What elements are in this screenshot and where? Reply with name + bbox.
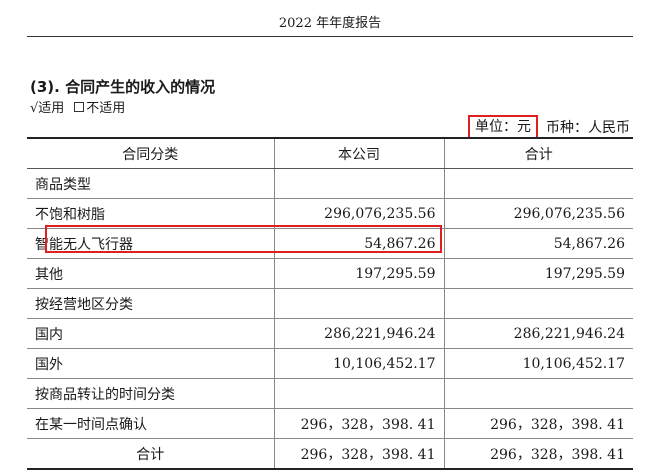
table-row: 按经营地区分类 <box>27 288 633 319</box>
column-header-total: 合计 <box>443 137 633 169</box>
row-label: 在某一时间点确认 <box>27 408 274 439</box>
row-label: 国外 <box>27 348 274 379</box>
company-value: 10,106,452.17 <box>273 348 444 379</box>
table-row: 国外 10,106,452.17 10,106,452.17 <box>27 348 633 379</box>
group-label: 按商品转让的时间分类 <box>27 378 274 409</box>
total-value <box>443 168 633 199</box>
row-label: 其他 <box>27 258 274 289</box>
row-label: 国内 <box>27 318 274 349</box>
not-applicable-label: 不适用 <box>86 101 126 116</box>
unit-row: 单位：元 币种：人民币 <box>468 115 630 139</box>
unit-label: 单位：元 <box>468 115 538 139</box>
table-row: 不饱和树脂 296,076,235.56 296,076,235.56 <box>27 198 633 229</box>
report-header: 2022 年年度报告 <box>278 16 382 31</box>
revenue-table: 合同分类 本公司 合计 商品类型 不饱和树脂 296,076,235.56 296,0… <box>27 137 633 470</box>
total-value: 296,076,235.56 <box>443 198 633 229</box>
table-row: 国内 286,221,946.24 286,221,946.24 <box>27 318 633 349</box>
row-label: 不饱和树脂 <box>27 198 274 229</box>
applicable-label: √适用 <box>30 101 65 116</box>
table-row: 在某一时间点确认 296，328，398. 41 296，328，398. 41 <box>27 408 633 439</box>
group-label: 商品类型 <box>27 168 274 199</box>
company-value: 296,076,235.56 <box>273 198 444 229</box>
company-value: 197,295.59 <box>273 258 444 289</box>
total-value: 286,221,946.24 <box>443 318 633 349</box>
row-label: 智能无人飞行器 <box>27 228 274 259</box>
total-value: 296，328，398. 41 <box>443 408 633 439</box>
total-label: 合计 <box>27 438 274 470</box>
currency-label: 币种：人民币 <box>546 120 630 136</box>
total-value: 54,867.26 <box>443 228 633 259</box>
total-value: 10,106,452.17 <box>443 348 633 379</box>
header-divider <box>27 36 633 37</box>
company-value <box>273 288 444 319</box>
table-row: 合计 296，328，398. 41 296，328，398. 41 <box>27 438 633 470</box>
section-title: (3). 合同产生的收入的情况 <box>30 78 216 96</box>
company-value <box>273 378 444 409</box>
company-value: 54,867.26 <box>273 228 444 259</box>
table-header-row: 合同分类 本公司 合计 <box>27 137 633 169</box>
table-row: 其他 197,295.59 197,295.59 <box>27 258 633 289</box>
empty-checkbox-icon <box>74 101 85 112</box>
column-header-category: 合同分类 <box>27 137 274 169</box>
total-value <box>443 288 633 319</box>
total-value: 296，328，398. 41 <box>443 438 633 470</box>
total-value <box>443 378 633 409</box>
column-header-company: 本公司 <box>273 137 444 169</box>
applicable-option: √适用 <box>30 97 64 116</box>
company-value: 296，328，398. 41 <box>273 408 444 439</box>
table-row: 智能无人飞行器 54,867.26 54,867.26 <box>27 228 633 259</box>
not-applicable-option: 不适用 <box>74 97 125 116</box>
total-value: 197,295.59 <box>443 258 633 289</box>
group-label: 按经营地区分类 <box>27 288 274 319</box>
company-value: 296，328，398. 41 <box>273 438 444 470</box>
applicability-options: √适用 不适用 <box>30 97 125 116</box>
table-row: 商品类型 <box>27 168 633 199</box>
company-value: 286,221,946.24 <box>273 318 444 349</box>
company-value <box>273 168 444 199</box>
table-row: 按商品转让的时间分类 <box>27 378 633 409</box>
